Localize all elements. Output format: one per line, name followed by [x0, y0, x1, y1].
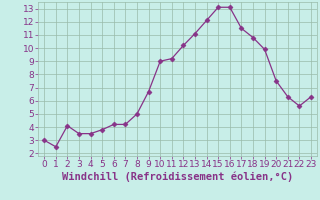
- X-axis label: Windchill (Refroidissement éolien,°C): Windchill (Refroidissement éolien,°C): [62, 172, 293, 182]
